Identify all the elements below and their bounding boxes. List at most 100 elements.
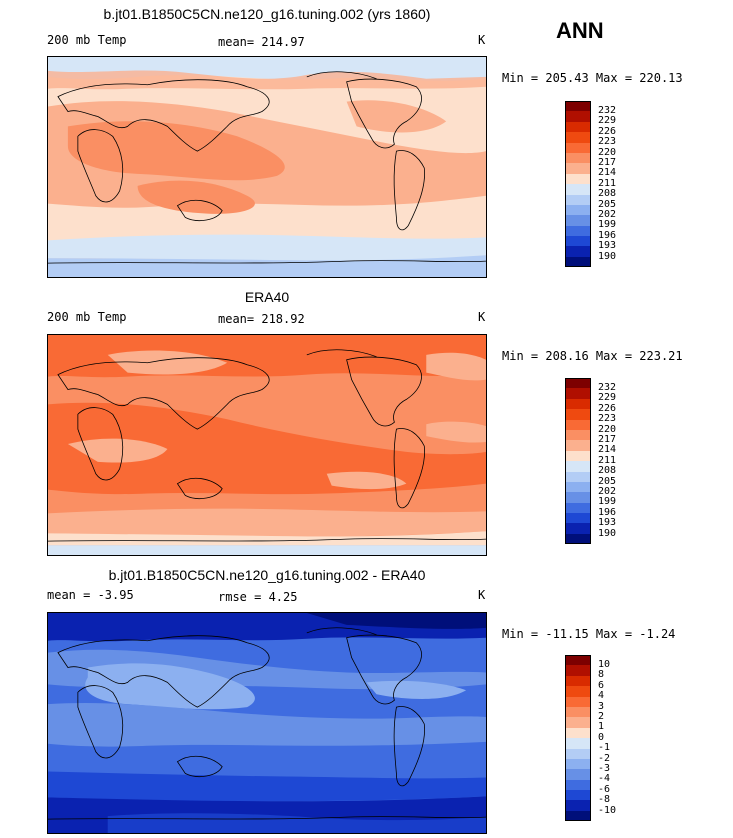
colorbar-swatch — [565, 706, 591, 718]
colorbar-label: 199 — [598, 219, 617, 231]
colorbar-swatch — [565, 686, 591, 697]
panel3-minmax: Min = -11.15 Max = -1.24 — [502, 627, 676, 641]
colorbar-swatch — [565, 111, 591, 122]
colorbar-swatch — [565, 675, 591, 687]
colorbar-swatch — [565, 513, 591, 524]
colorbar-label: 196 — [598, 229, 617, 241]
colorbar-label: 190 — [598, 527, 617, 539]
colorbar-swatch — [565, 419, 591, 430]
panel2-mean-label: mean= 218.92 — [218, 312, 305, 326]
colorbar-label: 196 — [598, 506, 617, 518]
colorbar-label: 220 — [598, 423, 617, 435]
colorbar-label: 199 — [598, 496, 617, 508]
colorbar-swatch — [565, 800, 591, 811]
colorbar-label: 1 — [598, 721, 605, 733]
colorbar-swatch — [565, 696, 591, 707]
panel3-mean-label: mean = -3.95 — [47, 588, 134, 602]
colorbar-label: 205 — [598, 198, 617, 210]
colorbar-label: 229 — [598, 115, 617, 127]
colorbar-label: 232 — [598, 382, 617, 393]
colorbar-swatch — [565, 163, 591, 174]
panel3-map — [47, 612, 487, 834]
panel1-variable-label: 200 mb Temp — [47, 33, 127, 47]
colorbar-swatch — [565, 194, 591, 205]
colorbar-swatch — [565, 204, 591, 216]
panel2-title: ERA40 — [244, 289, 290, 305]
colorbar-swatch — [565, 398, 591, 410]
colorbar-label: -10 — [598, 804, 617, 816]
colorbar-swatch — [565, 655, 591, 666]
colorbar-swatch — [565, 769, 591, 780]
colorbar-swatch — [565, 236, 591, 247]
colorbar-label: 223 — [598, 136, 617, 148]
colorbar-swatch — [565, 461, 591, 472]
panel2-minmax: Min = 208.16 Max = 223.21 — [502, 349, 683, 363]
colorbar-label: 193 — [598, 517, 617, 529]
colorbar-swatch — [565, 533, 591, 545]
colorbar-swatch — [565, 184, 591, 195]
colorbar-swatch — [565, 388, 591, 399]
colorbar-swatch — [565, 429, 591, 441]
colorbar-label: 0 — [598, 731, 605, 743]
colorbar-label: 6 — [598, 679, 605, 691]
colorbar-swatch — [565, 810, 591, 822]
colorbar-label: 211 — [598, 454, 617, 466]
colorbar-swatch — [565, 173, 591, 185]
colorbar-swatch — [565, 215, 591, 226]
season-label: ANN — [556, 18, 604, 43]
colorbar-label: 10 — [598, 659, 611, 670]
colorbar-swatch — [565, 132, 591, 143]
colorbar-label: 193 — [598, 240, 617, 252]
colorbar-swatch — [565, 502, 591, 514]
colorbar-swatch — [565, 665, 591, 676]
colorbar-label: 3 — [598, 700, 605, 712]
colorbar-swatch — [565, 121, 591, 133]
panel3-rmse-label: rmse = 4.25 — [218, 590, 298, 604]
colorbar-label: -8 — [598, 794, 611, 806]
colorbar-label: 202 — [598, 486, 617, 497]
colorbar-label: 217 — [598, 434, 617, 445]
colorbar-label: 217 — [598, 157, 617, 168]
colorbar-label: 232 — [598, 105, 617, 116]
colorbar-swatch — [565, 378, 591, 389]
colorbar-label: 4 — [598, 690, 605, 702]
colorbar-label: 8 — [598, 669, 605, 681]
colorbar-swatch — [565, 471, 591, 482]
colorbar-swatch — [565, 101, 591, 112]
colorbar-label: 223 — [598, 413, 617, 425]
colorbar-label: 208 — [598, 188, 617, 200]
panel3-units: K — [478, 588, 486, 602]
panel1-map — [47, 56, 487, 278]
panel1-units: K — [478, 33, 486, 47]
colorbar-label: 202 — [598, 209, 617, 220]
colorbar-swatch — [565, 481, 591, 493]
colorbar-label: -6 — [598, 783, 611, 795]
colorbar-swatch — [565, 450, 591, 462]
colorbar-label: 226 — [598, 125, 617, 137]
colorbar-swatch — [565, 790, 591, 801]
colorbar-swatch — [565, 409, 591, 420]
panel2-units: K — [478, 310, 486, 324]
colorbar-label: 190 — [598, 250, 617, 262]
colorbar-swatch — [565, 748, 591, 759]
colorbar-swatch — [565, 492, 591, 503]
colorbar-label: -1 — [598, 742, 611, 754]
colorbar-swatch — [565, 152, 591, 164]
colorbar-label: 226 — [598, 402, 617, 414]
colorbar-label: 214 — [598, 444, 617, 456]
panel1-title: b.jt01.B1850C5CN.ne120_g16.tuning.002 (y… — [103, 6, 431, 22]
colorbar-swatch — [565, 246, 591, 257]
colorbar-swatch — [565, 779, 591, 791]
colorbar-label: 220 — [598, 146, 617, 158]
colorbar-swatch — [565, 440, 591, 451]
panel3-colorbar — [565, 655, 591, 822]
colorbar-swatch — [565, 225, 591, 237]
colorbar-label: 205 — [598, 475, 617, 487]
panel1-minmax: Min = 205.43 Max = 220.13 — [502, 71, 683, 85]
colorbar-label: 208 — [598, 465, 617, 477]
colorbar-label: 211 — [598, 177, 617, 189]
colorbar-swatch — [565, 738, 591, 749]
colorbar-swatch — [565, 256, 591, 268]
panel1-mean-label: mean= 214.97 — [218, 35, 305, 49]
colorbar-label: 214 — [598, 167, 617, 179]
